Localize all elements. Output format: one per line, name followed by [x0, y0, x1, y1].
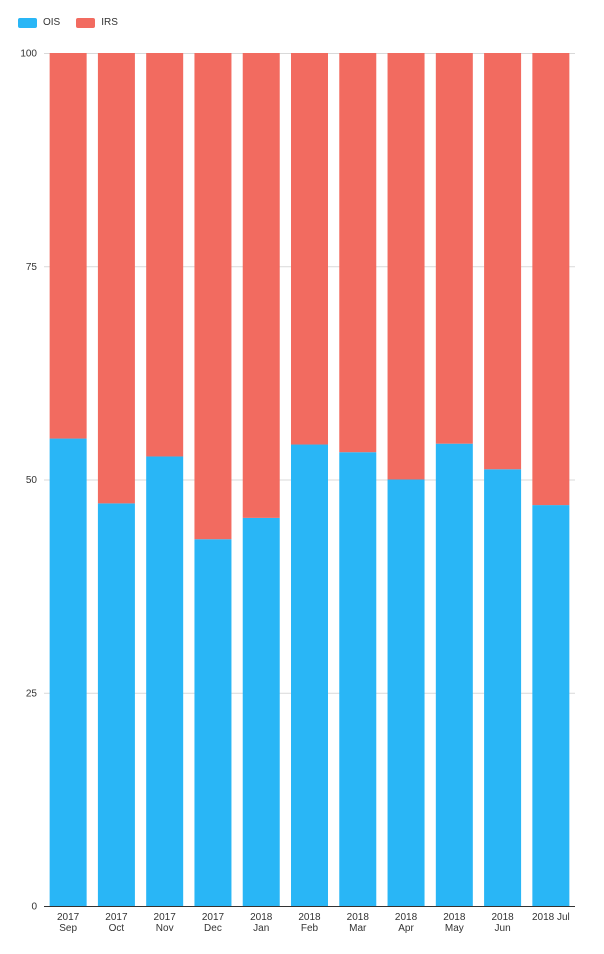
bar-irs-5 [291, 53, 328, 445]
x-tick-label: Mar [349, 923, 367, 934]
x-tick-label: Jun [495, 923, 511, 934]
x-tick-label: May [445, 923, 464, 934]
legend-item-irs[interactable]: IRS [76, 17, 118, 28]
bar-irs-9 [484, 53, 522, 470]
x-tick-label: Sep [59, 923, 77, 934]
bar-ois-8 [435, 443, 473, 906]
bar-ois-7 [387, 479, 425, 906]
bar-ois-9 [484, 469, 522, 906]
x-tick-label: Apr [398, 923, 414, 934]
x-tick-label: 2018 [347, 912, 370, 923]
bar-irs-1 [97, 53, 135, 504]
x-tick-label: 2017 [57, 912, 80, 923]
y-tick-label: 50 [26, 475, 38, 486]
x-tick-label: Jan [253, 923, 269, 934]
x-tick-label: Oct [109, 923, 125, 934]
bar-ois-4 [242, 517, 280, 906]
bar-ois-6 [339, 452, 377, 906]
y-tick-label: 25 [26, 688, 38, 699]
legend-item-ois[interactable]: OIS [18, 17, 60, 28]
bar-ois-5 [291, 444, 328, 906]
bar-irs-4 [242, 53, 280, 518]
bar-irs-10 [532, 53, 570, 506]
y-tick-label: 100 [20, 49, 37, 60]
legend-label-ois: OIS [43, 17, 61, 28]
legend-swatch-irs [76, 17, 96, 28]
y-tick-label: 75 [26, 262, 38, 273]
legend: OIS IRS [18, 17, 134, 28]
bar-ois-2 [146, 456, 184, 906]
x-tick-label: 2017 [154, 912, 177, 923]
legend-swatch-ois [18, 17, 37, 28]
x-tick-label: 2018 [250, 912, 273, 923]
x-tick-label: Dec [204, 923, 222, 934]
bar-irs-2 [146, 53, 184, 457]
bar-ois-1 [97, 503, 135, 906]
x-tick-label: 2018 [298, 912, 321, 923]
x-tick-label: 2018 [491, 912, 514, 923]
x-tick-label: 2018 [395, 912, 418, 923]
bar-irs-7 [387, 53, 425, 480]
bar-irs-0 [49, 53, 87, 439]
bar-irs-8 [435, 53, 473, 444]
bar-ois-10 [532, 505, 570, 906]
x-tick-label: 2017 [105, 912, 128, 923]
legend-label-irs: IRS [101, 17, 118, 28]
x-tick-label: 2018 Jul [532, 912, 570, 923]
bar-ois-3 [194, 539, 232, 906]
x-tick-label: Feb [301, 923, 319, 934]
bar-irs-6 [339, 53, 377, 453]
x-tick-label: Nov [156, 923, 174, 934]
y-tick-label: 0 [31, 902, 37, 913]
x-tick-label: 2018 [443, 912, 466, 923]
bar-ois-0 [49, 438, 87, 906]
bar-irs-3 [194, 53, 232, 540]
x-tick-label: 2017 [202, 912, 225, 923]
